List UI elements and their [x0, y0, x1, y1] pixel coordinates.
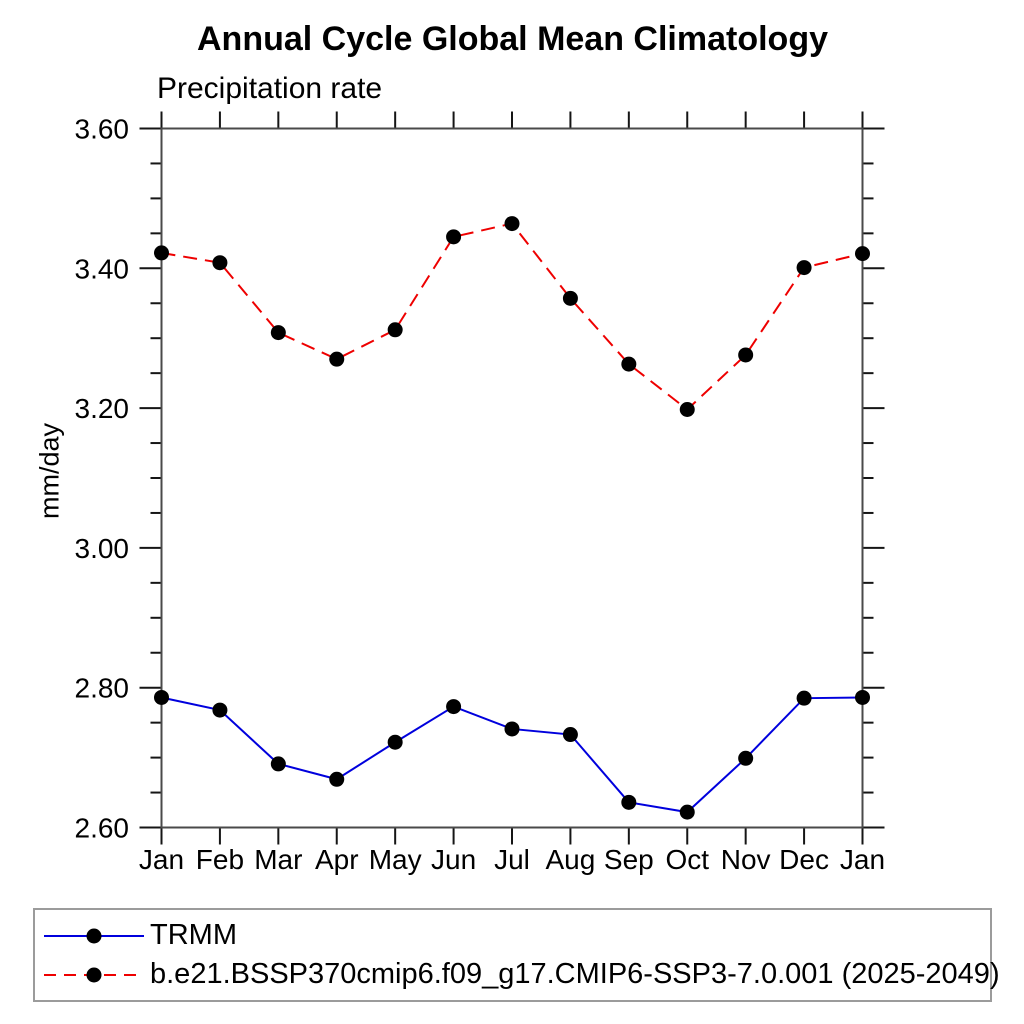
- data-point-1-3: [329, 351, 345, 367]
- y-axis-tick-label: 2.60: [75, 813, 130, 844]
- legend-label-trmm: TRMM: [150, 919, 237, 951]
- legend: TRMM b.e21.BSSP370cmip6.f09_g17.CMIP6-SS…: [33, 908, 1000, 1002]
- data-point-1-8: [621, 356, 637, 372]
- x-axis-tick-label: Jan: [139, 844, 184, 875]
- data-point-0-8: [621, 794, 637, 810]
- data-point-0-0: [154, 689, 169, 705]
- x-axis-tick-label: Oct: [665, 844, 709, 875]
- data-point-1-1: [212, 255, 228, 271]
- data-point-1-0: [154, 245, 169, 261]
- x-axis-tick-label: Nov: [721, 844, 771, 875]
- data-point-0-11: [796, 690, 812, 706]
- chart-subtitle: Precipitation rate: [157, 72, 383, 105]
- series-line-1: [161, 222, 863, 411]
- data-point-1-12: [855, 246, 870, 262]
- legend-sample-marker: [86, 928, 102, 943]
- data-point-1-4: [387, 322, 403, 338]
- legend-line-sample-dashed: [44, 967, 144, 982]
- data-point-1-11: [796, 260, 812, 276]
- plot-frame: [160, 127, 864, 829]
- x-axis-tick-label: Apr: [315, 844, 359, 875]
- x-axis-tick-label: May: [369, 844, 422, 875]
- x-axis-tick-label: Mar: [254, 844, 302, 875]
- x-axis-tick-label: Jul: [494, 844, 530, 875]
- legend-item-model: b.e21.BSSP370cmip6.f09_g17.CMIP6-SSP3-7.…: [40, 958, 1000, 991]
- y-axis-tick-label: 3.40: [75, 253, 130, 284]
- data-point-1-5: [446, 229, 462, 245]
- data-point-1-2: [270, 325, 286, 341]
- data-point-1-9: [679, 401, 695, 417]
- series-line-0: [161, 696, 863, 814]
- data-point-0-4: [387, 734, 403, 750]
- data-point-0-9: [679, 804, 695, 820]
- legend-line-sample-solid: [44, 928, 144, 943]
- data-point-0-7: [562, 727, 578, 743]
- data-point-0-2: [270, 756, 286, 772]
- data-point-0-1: [212, 702, 228, 718]
- data-point-1-6: [504, 216, 520, 232]
- legend-sample-marker: [86, 967, 102, 982]
- x-axis-tick-label: Sep: [604, 844, 654, 875]
- data-point-1-7: [562, 290, 578, 306]
- y-axis-tick-label: 3.60: [75, 114, 130, 145]
- x-axis-tick-label: Jun: [431, 844, 476, 875]
- chart-title: Annual Cycle Global Mean Climatology: [197, 20, 828, 58]
- data-point-0-3: [329, 771, 345, 787]
- data-point-0-12: [855, 689, 870, 705]
- data-point-1-10: [738, 347, 754, 363]
- x-axis-tick-label: Feb: [196, 844, 244, 875]
- legend-label-model: b.e21.BSSP370cmip6.f09_g17.CMIP6-SSP3-7.…: [150, 958, 1000, 990]
- x-axis-tick-label: Jan: [840, 844, 885, 875]
- x-axis-tick-label: Aug: [546, 844, 596, 875]
- data-point-0-5: [446, 699, 462, 715]
- x-axis-tick-label: Dec: [779, 844, 829, 875]
- data-point-0-10: [738, 750, 754, 766]
- legend-item-trmm: TRMM: [40, 919, 990, 952]
- y-axis-tick-label: 2.80: [75, 673, 130, 704]
- data-point-0-6: [504, 721, 520, 737]
- y-axis-tick-label: 3.20: [75, 393, 130, 424]
- y-axis-tick-label: 3.00: [75, 533, 130, 564]
